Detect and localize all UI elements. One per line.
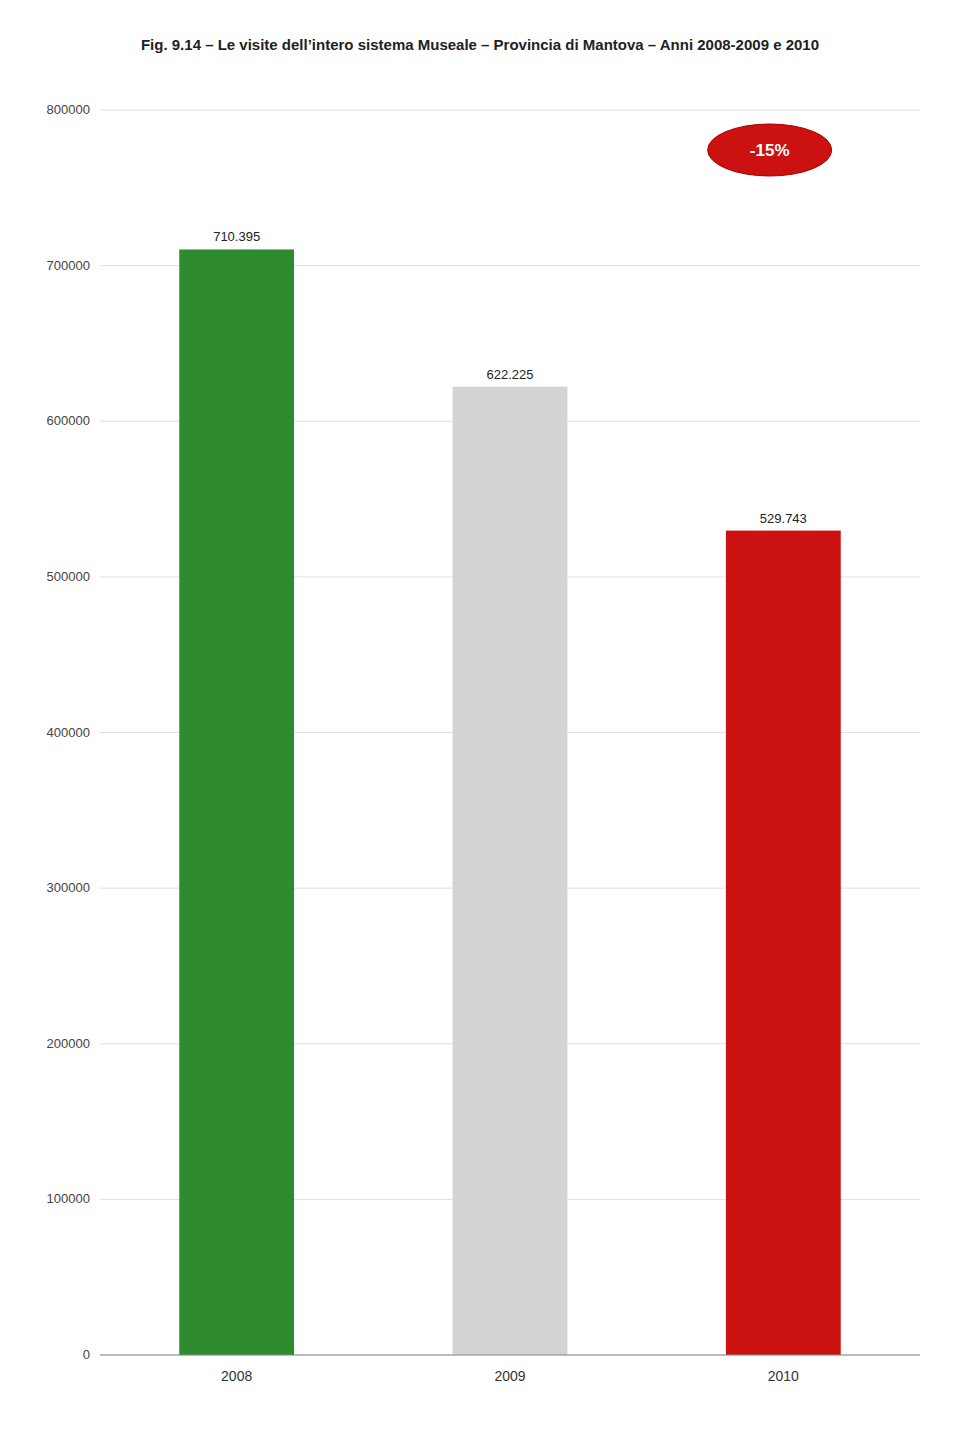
data-label: 622.225 [487, 367, 534, 382]
y-tick-label: 100000 [47, 1191, 90, 1206]
bar [453, 387, 568, 1355]
x-tick-label: 2008 [221, 1368, 252, 1384]
y-tick-label: 200000 [47, 1036, 90, 1051]
bars [179, 249, 840, 1355]
y-tick-label: 400000 [47, 725, 90, 740]
chart-svg: Fig. 9.14 – Le visite dell’intero sistem… [0, 0, 960, 1435]
annotation-ellipse [708, 124, 832, 176]
y-tick-label: 600000 [47, 413, 90, 428]
data-label: 529.743 [760, 511, 807, 526]
y-tick-label: 300000 [47, 880, 90, 895]
bar [726, 531, 841, 1355]
y-tick-label: 0 [83, 1347, 90, 1362]
chart-title: Fig. 9.14 – Le visite dell’intero sistem… [141, 36, 819, 53]
y-tick-label: 700000 [47, 258, 90, 273]
y-tick-label: 800000 [47, 102, 90, 117]
annotation: -15% [708, 124, 832, 176]
grid-line [100, 1355, 920, 1356]
grid [100, 110, 920, 1355]
chart-container: Fig. 9.14 – Le visite dell’intero sistem… [0, 0, 960, 1435]
data-label: 710.395 [213, 229, 260, 244]
annotation-text: -15% [750, 141, 790, 160]
x-axis-line [100, 1355, 920, 1356]
y-tick-label: 500000 [47, 569, 90, 584]
x-tick-label: 2009 [494, 1368, 525, 1384]
bar [179, 249, 294, 1355]
grid-line [100, 110, 920, 111]
x-tick-label: 2010 [768, 1368, 799, 1384]
